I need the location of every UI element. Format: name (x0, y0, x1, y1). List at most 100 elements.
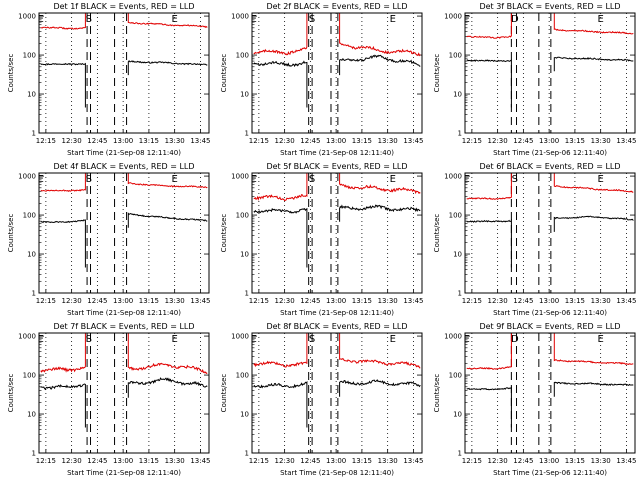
y-tick-label: 100 (236, 52, 249, 60)
x-tick-label: 12:30 (62, 137, 82, 145)
plot-frame (38, 12, 210, 134)
event-marker-label: E (597, 174, 603, 185)
event-marker-label: D (511, 334, 519, 345)
y-axis-label: Counts/sec (220, 54, 228, 93)
panel-title: Det 4f BLACK = Events, RED = LLD (53, 162, 194, 171)
series-lld-line (127, 173, 208, 189)
x-tick-label: 13:45 (616, 297, 636, 305)
y-tick-label: 10 (240, 91, 249, 99)
x-tick-label: 13:45 (616, 137, 636, 145)
plot-frame (38, 172, 210, 294)
series-lld-line (127, 13, 208, 29)
y-tick-label: 1000 (18, 173, 36, 181)
y-tick-label: 1000 (444, 333, 462, 341)
series-events-line (40, 383, 86, 428)
event-marker-label: E (38, 174, 44, 185)
y-tick-label: 10 (240, 251, 249, 259)
y-tick-label: 1000 (231, 173, 249, 181)
event-marker-label: S (309, 14, 315, 25)
panel-title: Det 3f BLACK = Events, RED = LLD (479, 2, 620, 11)
y-axis-label: Counts/sec (7, 374, 15, 413)
panel-title: Det 7f BLACK = Events, RED = LLD (53, 322, 194, 331)
y-tick-label: 100 (449, 372, 462, 380)
panel-title: Det 1f BLACK = Events, RED = LLD (53, 2, 194, 11)
y-tick-label: 1000 (18, 333, 36, 341)
series-lld-line (40, 173, 86, 193)
y-tick-label: 1 (32, 450, 36, 458)
event-marker-label: E (464, 334, 470, 345)
x-tick-label: 13:00 (539, 137, 559, 145)
y-tick-label: 100 (23, 52, 36, 60)
x-tick-label: 12:15 (462, 297, 482, 305)
series-events-line (553, 56, 634, 72)
x-tick-label: 12:30 (488, 137, 508, 145)
event-marker-label: E (597, 14, 603, 25)
series-events-line (40, 62, 86, 108)
series-lld-line (466, 173, 512, 200)
y-tick-label: 10 (453, 411, 462, 419)
x-tick-label: 13:15 (352, 297, 372, 305)
x-tick-label: 13:45 (190, 137, 210, 145)
x-tick-label: 13:00 (539, 457, 559, 465)
event-marker-label: E (390, 14, 396, 25)
x-tick-label: 12:45 (87, 297, 107, 305)
series-lld-line (553, 173, 634, 193)
series-lld-line (253, 333, 308, 368)
x-tick-label: 12:15 (249, 137, 269, 145)
plot-frame (464, 12, 636, 134)
x-tick-label: 13:30 (378, 137, 398, 145)
x-tick-label: 13:30 (378, 297, 398, 305)
series-lld-line (339, 333, 421, 369)
series-events-line (466, 218, 512, 268)
panel-title: Det 9f BLACK = Events, RED = LLD (479, 322, 620, 331)
plot-frame (251, 332, 423, 454)
x-tick-label: 13:30 (591, 137, 611, 145)
y-tick-label: 100 (449, 52, 462, 60)
y-axis-label: Counts/sec (220, 374, 228, 413)
y-tick-label: 10 (453, 251, 462, 259)
panel-title: Det 2f BLACK = Events, RED = LLD (266, 2, 407, 11)
series-lld-line (253, 173, 308, 202)
panel-det-4: Det 4f BLACK = Events, RED = LLD Counts/s… (7, 162, 211, 317)
y-tick-label: 10 (27, 411, 36, 419)
event-marker-label: E (171, 174, 177, 185)
event-marker-label: E (251, 334, 257, 345)
y-tick-label: 1000 (444, 13, 462, 21)
x-tick-label: 13:30 (165, 297, 185, 305)
y-axis-label: Counts/sec (220, 214, 228, 253)
plot-frame (464, 332, 636, 454)
x-tick-label: 12:15 (36, 297, 56, 305)
series-events-line (253, 60, 308, 108)
panel-det-3: Det 3f BLACK = Events, RED = LLD Counts/s… (433, 2, 637, 157)
x-axis-label: Start Time (21-Sep-08 12:11:40) (280, 149, 394, 157)
series-events-line (466, 59, 512, 108)
x-axis-label: Start Time (21-Sep-06 12:11:40) (493, 469, 607, 477)
y-tick-label: 1 (458, 290, 462, 298)
series-events-line (253, 380, 308, 428)
x-tick-label: 12:30 (62, 297, 82, 305)
x-tick-label: 12:15 (462, 137, 482, 145)
event-marker-label: E (390, 334, 396, 345)
series-events-line (553, 215, 634, 232)
series-events-line (127, 59, 208, 76)
x-tick-label: 13:00 (113, 137, 133, 145)
x-tick-label: 13:15 (139, 297, 159, 305)
x-tick-label: 13:15 (139, 457, 159, 465)
series-lld-line (40, 333, 86, 373)
panel-title: Det 6f BLACK = Events, RED = LLD (479, 162, 620, 171)
y-tick-label: 1 (245, 130, 249, 138)
y-tick-label: 10 (27, 251, 36, 259)
series-lld-line (253, 13, 308, 56)
event-marker-label: S (86, 174, 92, 185)
y-tick-label: 10 (453, 91, 462, 99)
x-tick-label: 13:30 (165, 137, 185, 145)
y-axis-label: Counts/sec (7, 214, 15, 253)
x-tick-label: 12:15 (36, 137, 56, 145)
x-tick-label: 13:00 (539, 297, 559, 305)
x-tick-label: 13:15 (352, 457, 372, 465)
x-tick-label: 12:45 (513, 137, 533, 145)
x-tick-label: 13:15 (565, 457, 585, 465)
panel-title: Det 5f BLACK = Events, RED = LLD (266, 162, 407, 171)
series-events-line (339, 54, 421, 76)
x-tick-label: 12:45 (513, 297, 533, 305)
